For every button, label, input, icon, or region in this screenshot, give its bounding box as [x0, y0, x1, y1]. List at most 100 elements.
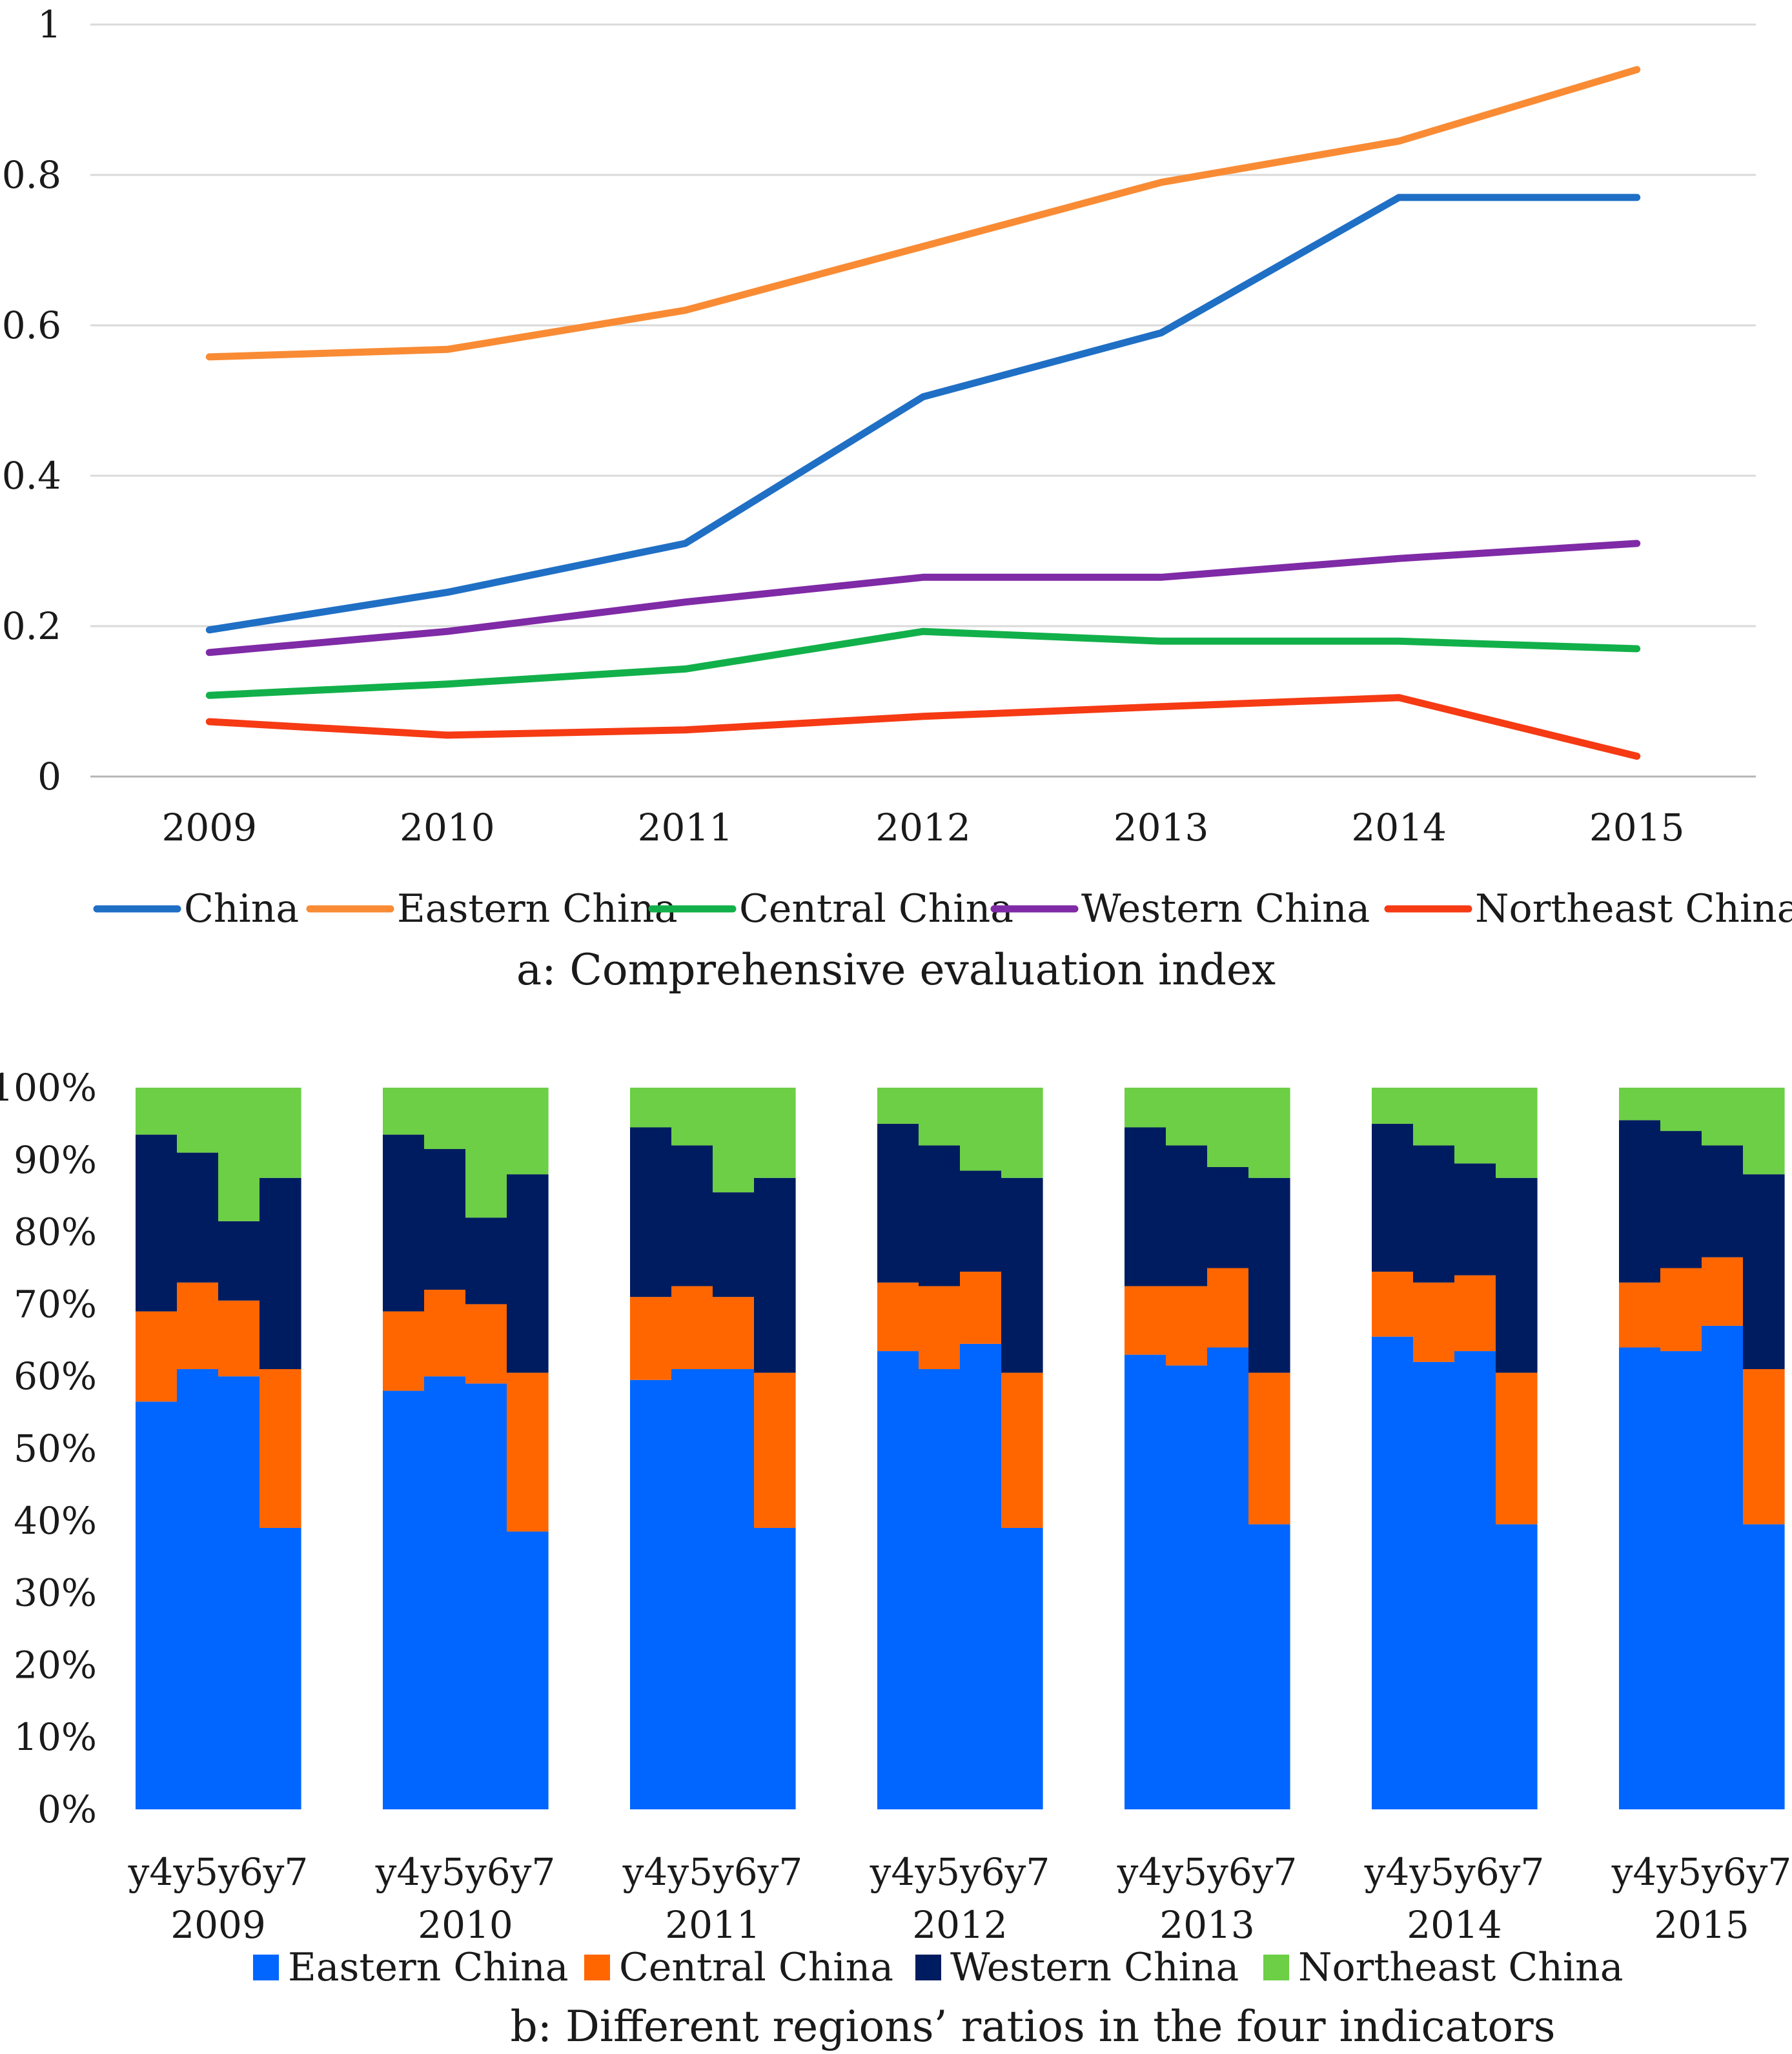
bar-segment-eastern-china-y7-2009	[260, 1527, 301, 1809]
group-label: 2010	[418, 1903, 513, 1947]
bar-segment-eastern-china-y5-2010	[424, 1376, 466, 1809]
bar-segment-northeast-china-y5-2011	[671, 1088, 713, 1146]
y-tick-label: 1	[37, 3, 61, 46]
bar-segment-central-china-y5-2014	[1413, 1282, 1455, 1362]
bar-segment-central-china-y7-2014	[1496, 1372, 1538, 1525]
bar-segment-eastern-china-y4-2014	[1372, 1336, 1414, 1809]
bar-segment-northeast-china-y7-2010	[507, 1088, 549, 1175]
bar-segment-eastern-china-y7-2011	[754, 1527, 796, 1809]
y-tick-label: 0%	[37, 1787, 97, 1831]
bar-segment-northeast-china-y7-2011	[754, 1088, 796, 1178]
bar-segment-western-china-y6-2009	[218, 1221, 260, 1301]
legend-item-northeast-china: Northeast China	[1263, 1945, 1623, 1990]
bar-segment-central-china-y4-2011	[630, 1297, 672, 1380]
sub-category-labels: y4y5y6y7	[622, 1850, 803, 1894]
bar-group-2013	[1125, 1088, 1290, 1809]
y-tick-label: 0	[37, 755, 61, 798]
legend-swatch	[253, 1955, 279, 1980]
bar-segment-central-china-y7-2009	[260, 1369, 301, 1528]
legend-swatch	[915, 1955, 941, 1980]
bar-segment-eastern-china-y6-2013	[1207, 1347, 1249, 1809]
bar-segment-northeast-china-y7-2012	[1001, 1088, 1043, 1178]
bar-segment-central-china-y6-2012	[960, 1272, 1002, 1344]
line-chart-y-axis: 0 0.2 0.4 0.6 0.8 1	[2, 3, 61, 798]
bar-segment-central-china-y5-2010	[424, 1290, 466, 1377]
bar-segment-central-china-y4-2010	[383, 1311, 425, 1391]
x-tick-label: 2014	[1351, 806, 1447, 849]
bar-segment-eastern-china-y5-2009	[177, 1369, 219, 1809]
bar-segment-eastern-china-y5-2011	[671, 1369, 713, 1809]
series-line-central-china	[205, 627, 1641, 699]
group-label: 2012	[912, 1903, 1008, 1947]
bar-segment-western-china-y7-2011	[754, 1177, 796, 1373]
x-tick-label: 2009	[161, 806, 257, 849]
bar-segment-northeast-china-y4-2009	[136, 1088, 178, 1135]
bar-segment-central-china-y4-2015	[1619, 1282, 1661, 1348]
bar-group-2014	[1372, 1088, 1538, 1809]
bar-segment-western-china-y5-2009	[177, 1152, 219, 1283]
legend-item-china: China	[93, 886, 299, 931]
y-tick-label: 0.6	[2, 303, 61, 347]
bar-segment-northeast-china-y6-2012	[960, 1088, 1002, 1171]
bar-segment-eastern-china-y5-2013	[1166, 1365, 1208, 1809]
series-line-eastern-china	[205, 66, 1641, 361]
legend-item-central-china: Central China	[648, 886, 1013, 931]
x-tick-label: 2010	[400, 806, 495, 849]
legend-label: Northeast China	[1475, 886, 1792, 931]
bar-segment-western-china-y5-2015	[1660, 1131, 1702, 1268]
line-chart-series	[205, 66, 1641, 760]
bar-chart-x-axis: y4y5y6y7 2009 y4y5y6y7 2010 y4y5y6y7 2011 y4y5…	[128, 1850, 1792, 1947]
bar-segment-eastern-china-y7-2015	[1743, 1524, 1785, 1809]
bar-segment-western-china-y7-2015	[1743, 1174, 1785, 1370]
bar-segment-western-china-y6-2011	[713, 1192, 755, 1297]
bar-segment-northeast-china-y7-2014	[1496, 1088, 1538, 1178]
bar-segment-northeast-china-y5-2015	[1660, 1088, 1702, 1132]
x-tick-label: 2011	[638, 806, 733, 849]
y-tick-label: 40%	[14, 1499, 97, 1543]
y-tick-label: 30%	[14, 1571, 97, 1615]
y-tick-label: 10%	[14, 1715, 97, 1759]
y-tick-label: 0.4	[2, 454, 61, 498]
bar-segment-eastern-china-y6-2010	[465, 1383, 507, 1809]
legend-item-eastern-china: Eastern China	[306, 886, 678, 931]
legend-label: Western China	[1081, 886, 1370, 931]
line-chart-caption: a: Comprehensive evaluation index	[516, 945, 1276, 995]
bar-segment-northeast-china-y4-2012	[877, 1088, 919, 1124]
bar-segment-northeast-china-y6-2011	[713, 1088, 755, 1193]
bar-segment-western-china-y4-2015	[1619, 1120, 1661, 1283]
legend-label: China	[184, 886, 299, 931]
bar-segment-western-china-y4-2009	[136, 1134, 178, 1312]
bar-segment-central-china-y4-2012	[877, 1282, 919, 1352]
legend-label: Eastern China	[288, 1945, 569, 1990]
bar-segment-western-china-y4-2013	[1125, 1127, 1166, 1286]
bar-segment-northeast-china-y6-2014	[1454, 1088, 1496, 1164]
bar-segment-western-china-y6-2014	[1454, 1163, 1496, 1276]
bar-segment-central-china-y5-2013	[1166, 1286, 1208, 1366]
bar-segment-eastern-china-y4-2015	[1619, 1347, 1661, 1809]
line-chart-comprehensive-index: 00.20.40.60.81 2009 2010 2011 2012 2013 2014 2…	[2, 3, 1792, 995]
bar-segment-central-china-y5-2009	[177, 1282, 219, 1370]
bar-segment-western-china-y5-2012	[919, 1145, 961, 1286]
bar-group-2012	[877, 1088, 1043, 1809]
legend-item-eastern-china: Eastern China	[253, 1945, 569, 1990]
bar-segment-eastern-china-y7-2012	[1001, 1527, 1043, 1809]
legend-item-western-china: Western China	[990, 886, 1370, 931]
bar-segment-northeast-china-y6-2010	[465, 1088, 507, 1218]
bar-segment-eastern-china-y6-2009	[218, 1376, 260, 1809]
group-label: 2011	[665, 1903, 760, 1947]
bar-segment-central-china-y7-2011	[754, 1372, 796, 1528]
bar-segment-central-china-y6-2015	[1702, 1257, 1744, 1326]
group-label: 2014	[1407, 1903, 1502, 1947]
bar-segment-northeast-china-y5-2013	[1166, 1088, 1208, 1146]
bar-segment-northeast-china-y4-2015	[1619, 1088, 1661, 1121]
y-tick-label: 90%	[14, 1138, 97, 1182]
bar-segment-western-china-y6-2010	[465, 1217, 507, 1305]
line-chart-gridlines	[90, 23, 1756, 778]
y-tick-label: 50%	[14, 1427, 97, 1470]
bar-segment-northeast-china-y5-2010	[424, 1088, 466, 1150]
bar-segment-northeast-china-y4-2013	[1125, 1088, 1166, 1128]
bar-segment-western-china-y5-2014	[1413, 1145, 1455, 1283]
bar-segment-northeast-china-y6-2009	[218, 1088, 260, 1221]
legend-swatch	[584, 1955, 610, 1980]
x-tick-label: 2012	[875, 806, 971, 849]
